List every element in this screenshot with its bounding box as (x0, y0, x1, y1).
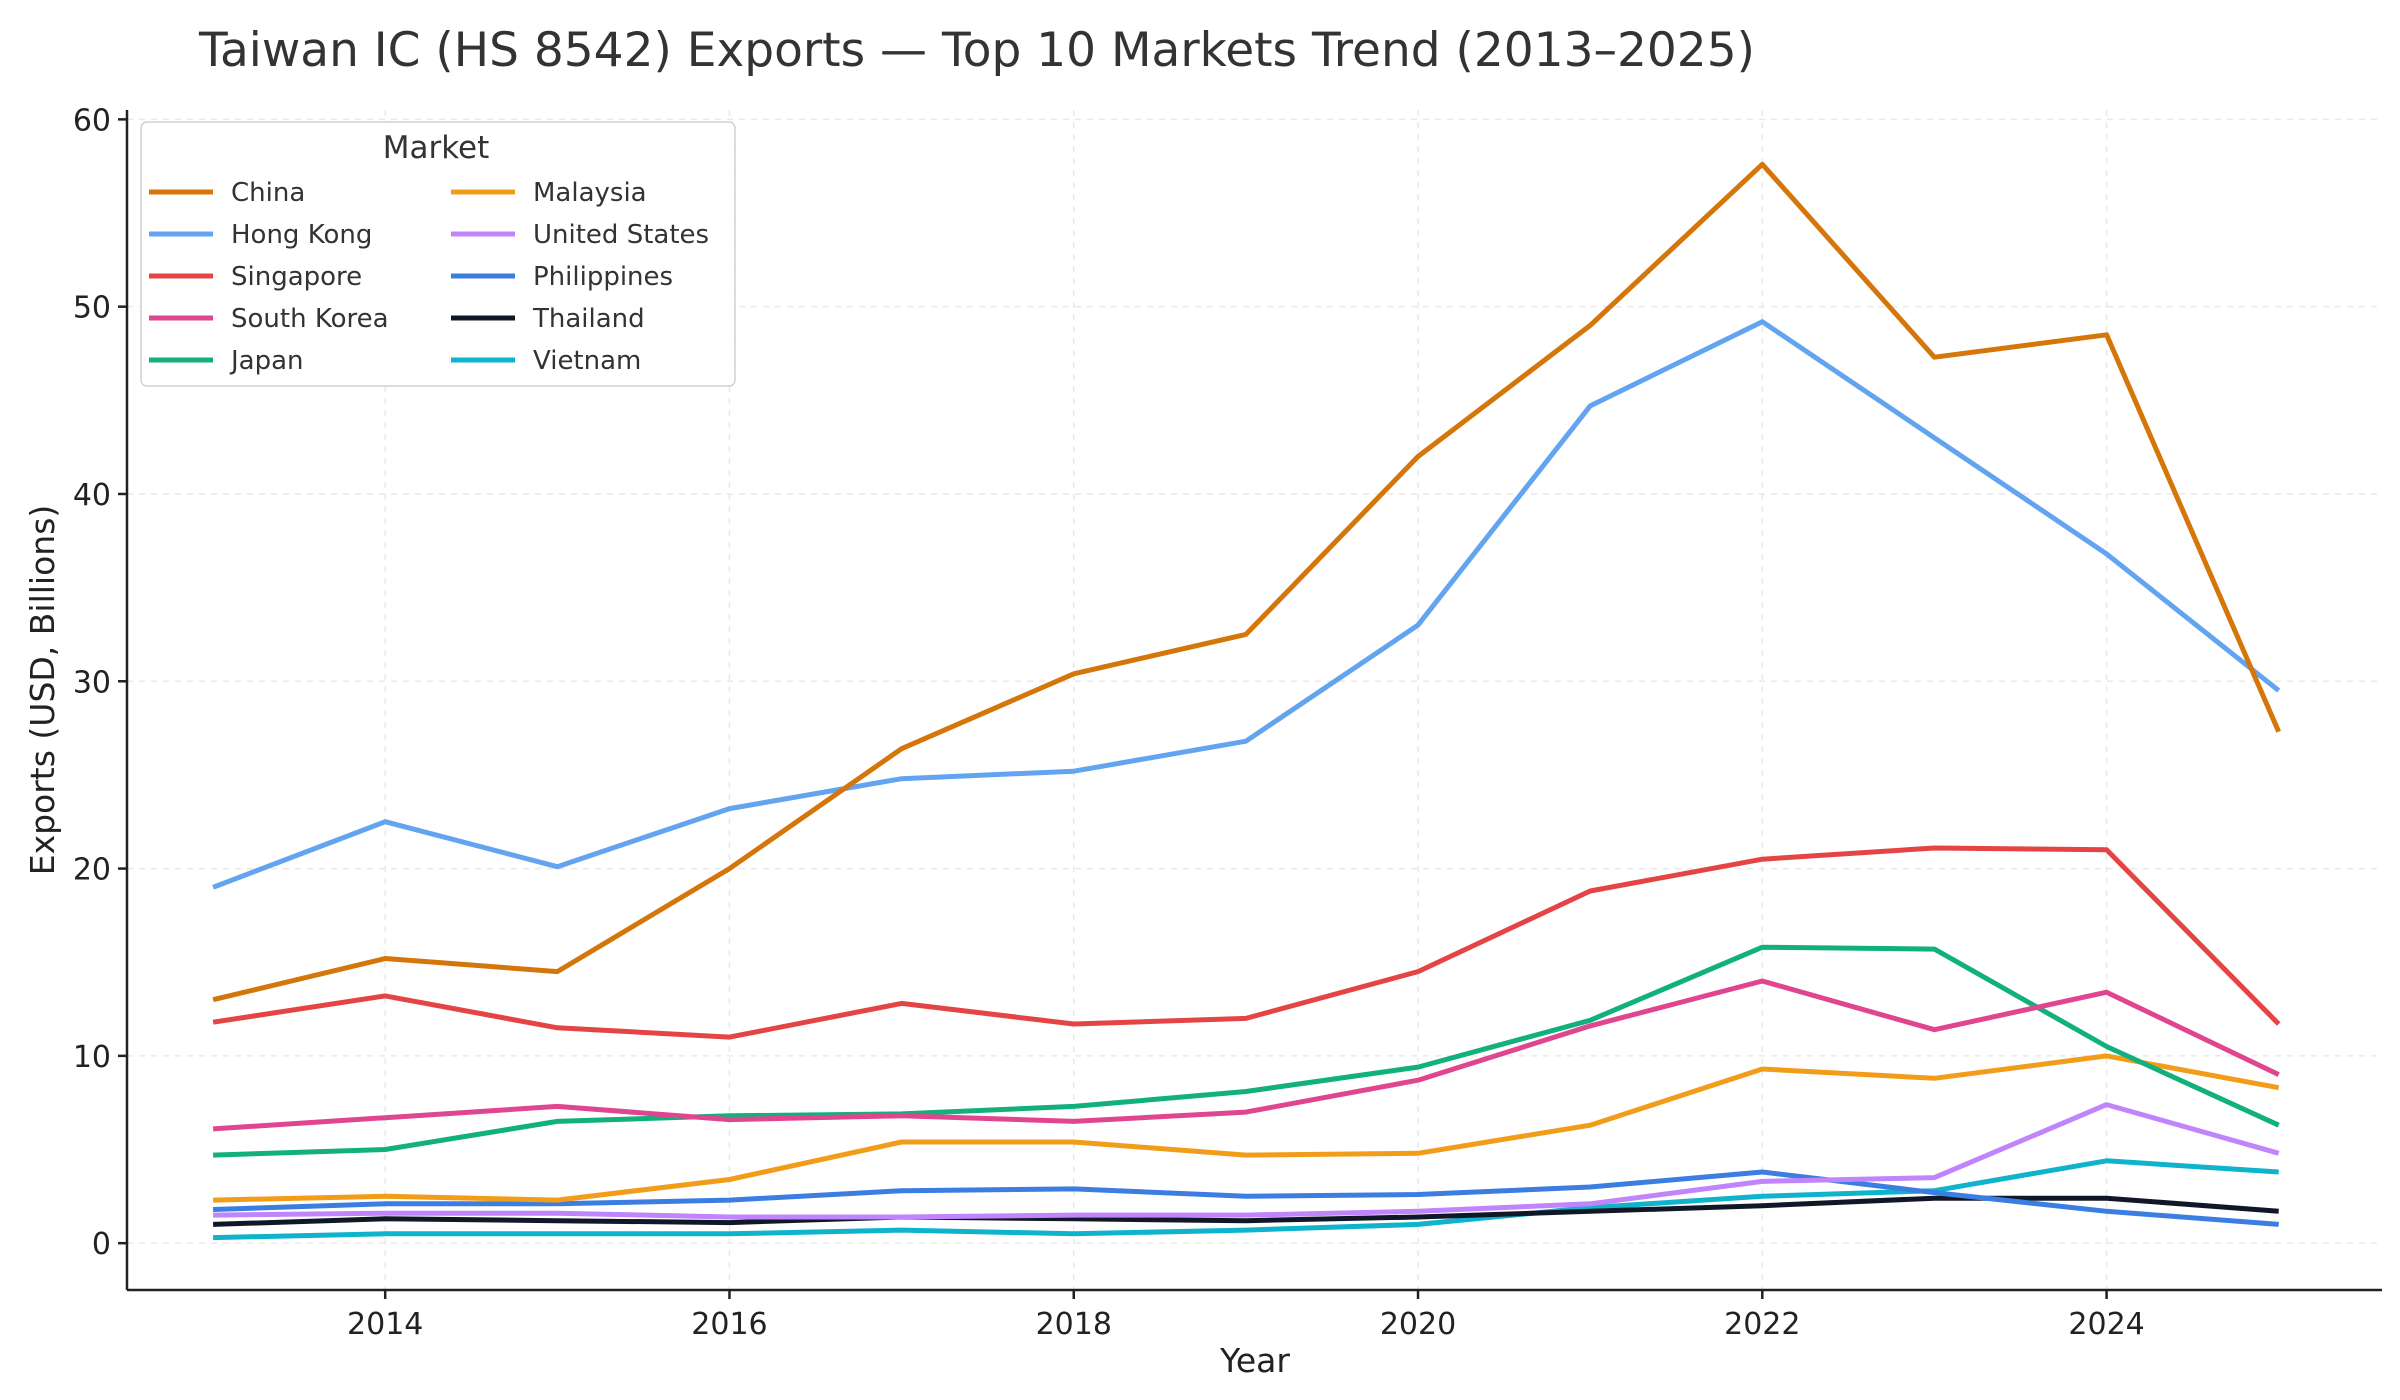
x-tick-label: 2014 (347, 1307, 423, 1342)
series-line-thailand (213, 1195, 2279, 1227)
legend-title: Market (383, 130, 490, 166)
y-tick-label: 10 (73, 1040, 111, 1075)
legend-label-malaysia: Malaysia (533, 178, 647, 208)
y-tick-label: 60 (73, 103, 111, 138)
x-tick-label: 2018 (1036, 1307, 1112, 1342)
legend-label-japan: Japan (229, 346, 304, 376)
legend-label-philippines: Philippines (533, 262, 673, 292)
legend: Market China Hong Kong Singapore South Korea… (140, 121, 736, 387)
legend-label-china: China (231, 178, 305, 208)
x-tick-label: 2022 (1724, 1307, 1800, 1342)
legend-label-united-states: United States (533, 220, 709, 250)
x-tick-label: 2024 (2068, 1307, 2144, 1342)
series-lines (212, 161, 2281, 1241)
y-tick-label: 50 (73, 291, 111, 326)
series-line-philippines (213, 1169, 2279, 1227)
series-line-singapore (212, 845, 2281, 1040)
x-axis-label: Year (1219, 1341, 1290, 1380)
y-tick-label: 30 (73, 665, 111, 700)
series-line-japan (213, 944, 2280, 1158)
series-line-china (212, 161, 2281, 1003)
legend-box (140, 121, 736, 387)
series-line-united-states (213, 1102, 2280, 1220)
x-tick-label: 2020 (1380, 1307, 1456, 1342)
chart-title: Taiwan IC (HS 8542) Exports — Top 10 Mar… (198, 23, 1755, 78)
series-line-hong-kong (212, 319, 2281, 890)
legend-label-vietnam: Vietnam (533, 346, 641, 376)
y-tick-label: 20 (73, 853, 111, 888)
x-tick-label: 2016 (691, 1307, 767, 1342)
legend-label-thailand: Thailand (532, 304, 645, 334)
y-axis-label: Exports (USD, Billions) (23, 505, 62, 876)
y-tick-label: 0 (92, 1227, 111, 1262)
series-line-south-korea (212, 978, 2280, 1132)
legend-label-singapore: Singapore (231, 262, 362, 292)
axes: 2014 2016 2018 2020 2022 2024 0 10 20 30 40 50 60 (73, 103, 2382, 1342)
legend-label-hong-kong: Hong Kong (231, 220, 372, 250)
legend-label-south-korea: South Korea (231, 304, 389, 334)
series-line-malaysia (213, 1053, 2280, 1203)
y-tick-label: 40 (73, 478, 111, 513)
